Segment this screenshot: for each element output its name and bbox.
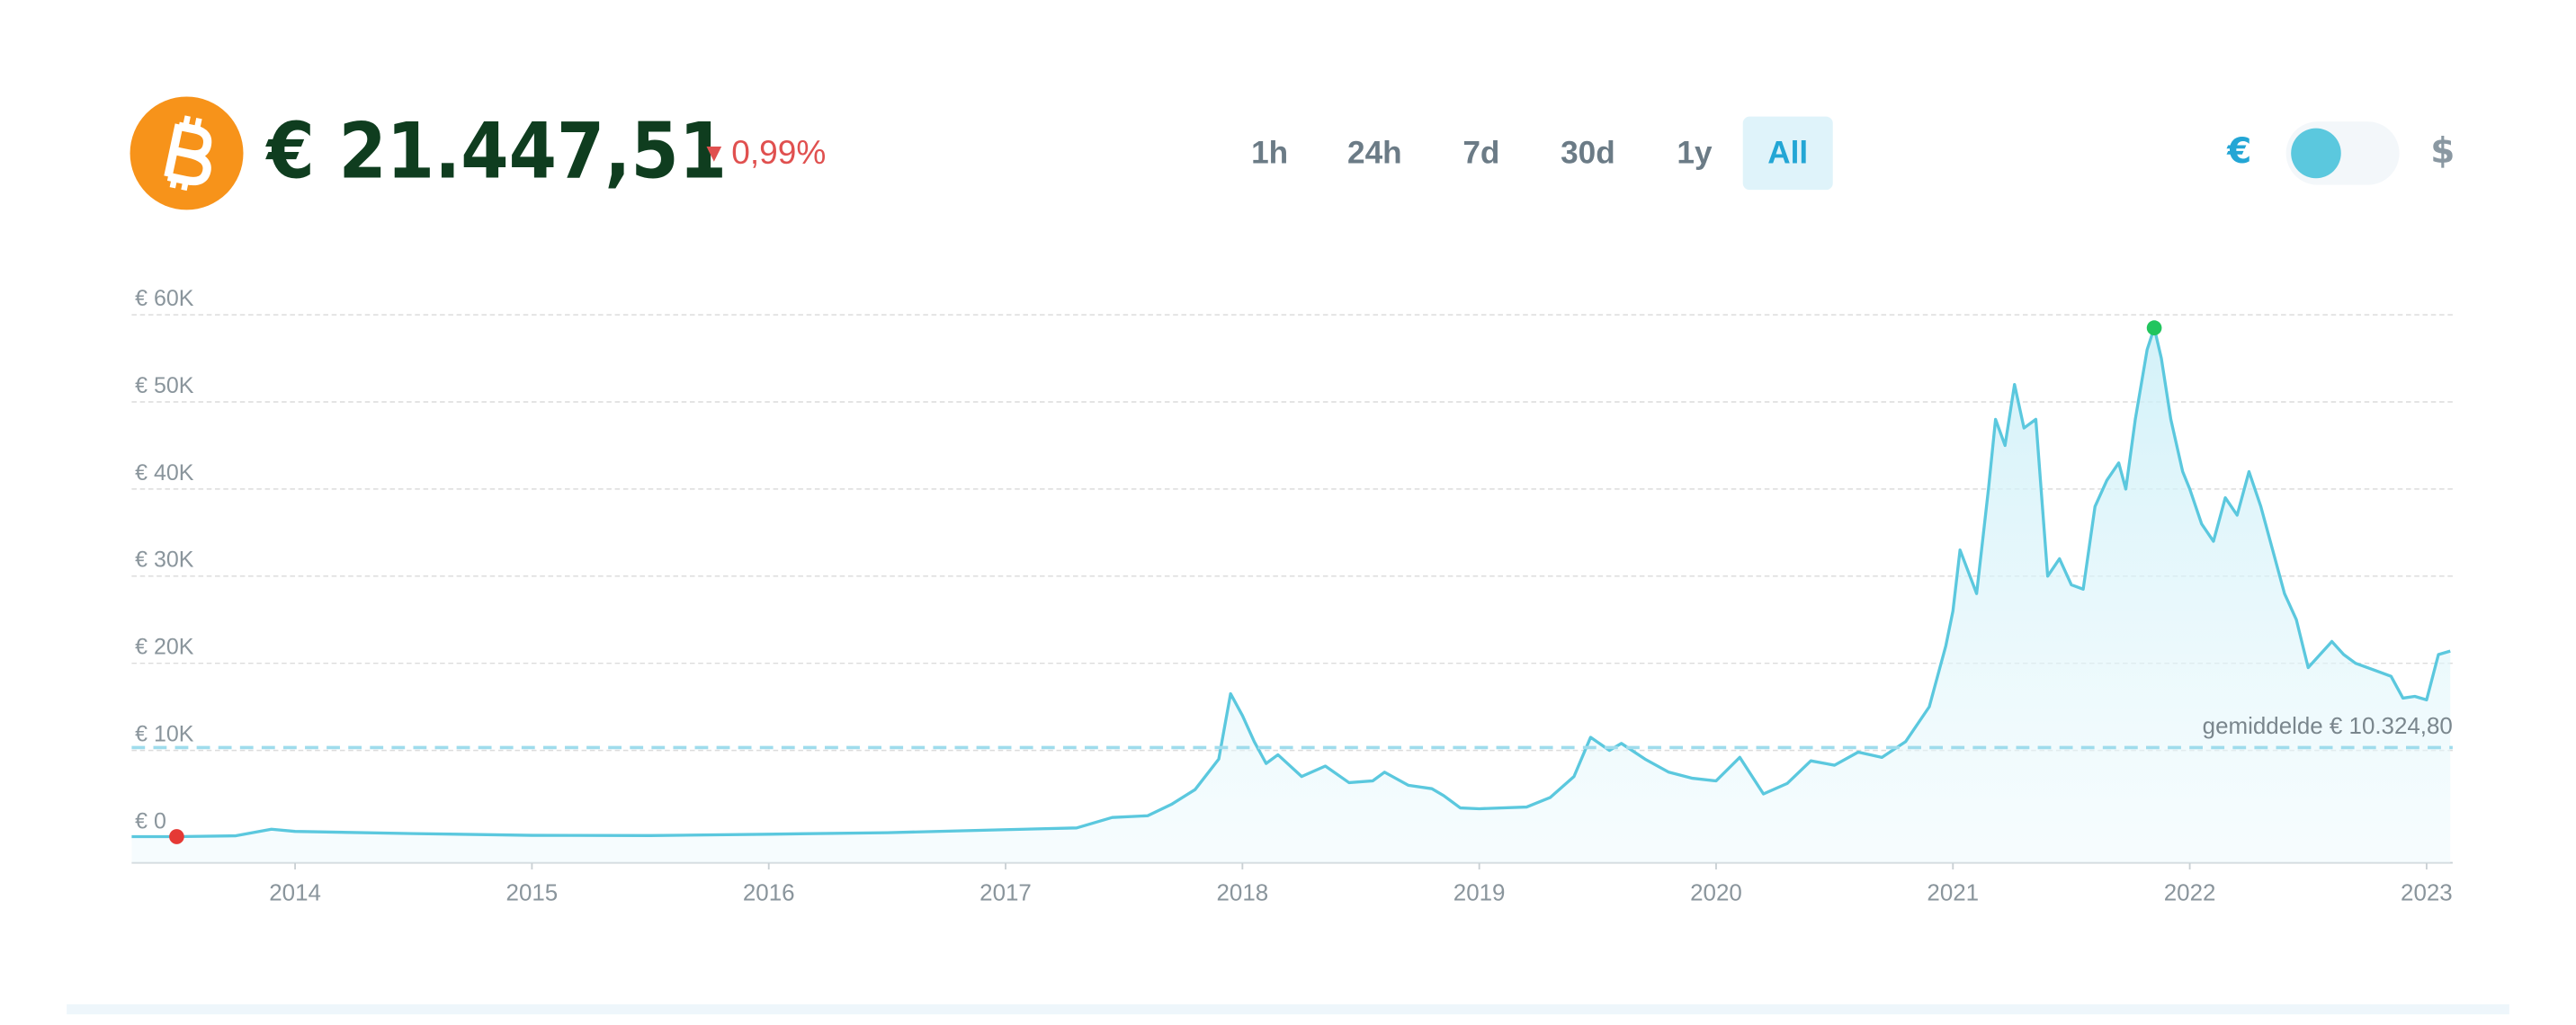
y-tick-label: € 40K xyxy=(135,460,194,486)
plot-area: € 0 € 10K € 20K € 30K € 40K € 50K € 60K 2014 201… xyxy=(131,286,2453,906)
y-tick-label: € 10K xyxy=(135,722,194,747)
x-tick-label: 2019 xyxy=(1453,881,1506,906)
x-tick-label: 2016 xyxy=(743,881,795,906)
currency-option[interactable]: € xyxy=(2226,131,2251,172)
range-selector: 1h 24h 7d 30d 1y All xyxy=(1251,116,1833,191)
price: € 21.447,51 xyxy=(264,108,727,197)
extreme-marker xyxy=(2146,320,2162,335)
x-tick-label: 2023 xyxy=(2401,881,2453,906)
logo xyxy=(130,96,244,210)
x-tick-label: 2014 xyxy=(269,881,321,906)
range-button-bg[interactable] xyxy=(1742,116,1833,191)
down-arrow xyxy=(706,147,722,162)
x-tick-label: 2022 xyxy=(2164,881,2216,906)
footer-bar xyxy=(67,1004,2509,1015)
range-button[interactable]: 30d xyxy=(1561,136,1615,171)
toggle-knob[interactable] xyxy=(2291,128,2341,179)
range-button[interactable]: 1y xyxy=(1677,136,1713,171)
x-tick-label: 2020 xyxy=(1690,881,1742,906)
currency-toggle[interactable]: € $ xyxy=(2226,121,2455,185)
x-tick-label: 2015 xyxy=(506,881,559,906)
y-tick-label: € 60K xyxy=(135,286,194,311)
y-tick-label: € 30K xyxy=(135,548,194,573)
x-tick-label: 2021 xyxy=(1927,881,1979,906)
range-button[interactable]: 1h xyxy=(1251,136,1288,171)
range-button[interactable]: All xyxy=(1767,136,1808,171)
y-tick-label: € 0 xyxy=(135,808,166,833)
range-button[interactable]: 24h xyxy=(1347,136,1402,171)
x-tick-label: 2018 xyxy=(1216,881,1268,906)
average-label: gemiddelde € 10.324,80 xyxy=(2203,714,2453,739)
area xyxy=(131,327,2451,863)
y-tick-label: € 20K xyxy=(135,635,194,660)
y-tick-label: € 50K xyxy=(135,373,194,398)
x-tick-label: 2017 xyxy=(979,881,1032,906)
currency-option[interactable]: $ xyxy=(2430,131,2455,172)
range-button[interactable]: 7d xyxy=(1462,136,1499,171)
extreme-marker xyxy=(169,829,184,844)
price-change: 0,99% xyxy=(731,133,826,171)
line xyxy=(131,325,2451,839)
